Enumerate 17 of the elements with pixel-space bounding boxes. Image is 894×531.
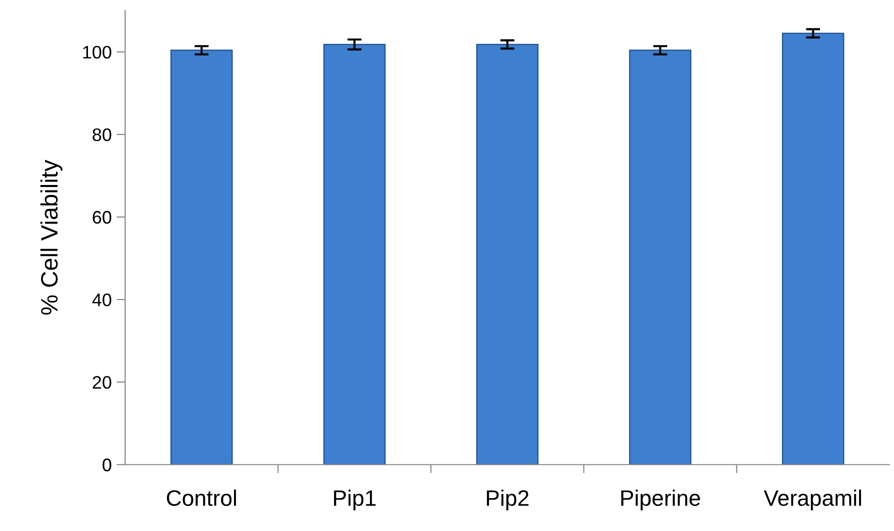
- x-tick-label: Pip1: [334, 490, 376, 510]
- x-tick-label: Control: [166, 490, 236, 506]
- bar: [476, 44, 538, 465]
- y-tick-label: 80: [92, 128, 112, 142]
- x-tick-label: Piperine: [621, 490, 700, 510]
- bar: [782, 32, 844, 465]
- x-tick-label: Pip2: [486, 490, 528, 510]
- x-tick-label: Verapamil: [764, 490, 862, 510]
- bar: [629, 50, 692, 465]
- y-tick-label: 40: [92, 293, 112, 306]
- y-axis-title: % Cell Viability: [40, 160, 62, 315]
- bar: [170, 50, 233, 465]
- y-tick-label: 100: [83, 46, 112, 59]
- y-tick-label: 20: [92, 376, 112, 389]
- bar: [323, 44, 386, 465]
- y-tick-label: 60: [92, 210, 112, 224]
- y-tick-label: 0: [102, 458, 112, 472]
